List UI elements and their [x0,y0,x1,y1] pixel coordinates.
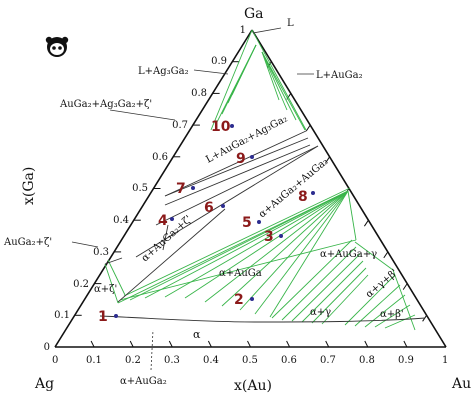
label-auga2-ag3ga2-zeta: AuGa₂+Ag₃Ga₂+ζ' [59,99,152,110]
sample-number-7: 7 [176,181,186,197]
sample-dot-8 [311,191,315,195]
bottom-tick-labels: 0 0.1 0.2 0.3 0.4 0.5 0.6 0.7 0.8 0.9 1 [52,355,448,366]
sample-number-5: 5 [242,215,252,231]
bottom-tick [247,340,251,348]
bottom-tick-label: 0.5 [242,355,258,366]
right-tick [402,283,408,290]
left-tick-label: 0.4 [113,215,129,226]
sample-dot-4 [170,217,174,221]
bottom-tick-label: 0.2 [125,355,141,366]
sample-dot-5 [257,220,261,224]
bottom-tick-label: 0.7 [320,355,336,366]
right-tick [325,156,331,164]
boundary-lines [99,130,426,323]
sample-number-3: 3 [264,229,274,245]
x-axis-label: x(Au) [234,378,272,394]
label-alpha-beta: α+β' [380,309,404,320]
vertex-ga: Ga [244,6,264,22]
sample-number-9: 9 [236,151,246,167]
sample-numbers: 1 2 3 4 5 6 7 8 9 10 [98,119,308,325]
left-tick-label: 1 [240,25,246,36]
sample-dot-6 [221,204,225,208]
sample-number-6: 6 [204,200,214,216]
right-tick [383,251,389,259]
sample-dot-1 [114,314,118,318]
axis-ticks [74,61,428,348]
right-tick [305,124,311,132]
left-tick-label: 0.8 [191,88,207,99]
label-alpha-gamma: α+γ [310,307,331,318]
leader-lines [71,27,314,371]
vertex-ag: Ag [34,376,54,392]
label-alpha-auga: α+AuGa [219,268,262,279]
sample-dot-7 [191,186,195,190]
sample-number-10: 10 [211,119,231,135]
left-tick-label: 0 [44,342,50,353]
left-tick-label: 0.2 [73,279,89,290]
sample-dot-3 [279,234,283,238]
panda-logo-icon [45,36,69,57]
label-alpha-gamma-beta: α+γ+β' [364,267,400,300]
label-alpha-auga2-bottom: α+AuGa₂ [120,376,167,387]
label-alpha-auga2-auga2: α+AuGa₂+AuGa₂ [257,156,331,220]
sample-dot-9 [250,155,254,159]
sample-number-1: 1 [98,309,108,325]
bottom-tick [207,340,212,348]
bottom-tick [129,340,134,348]
bottom-tick-label: 0.6 [281,355,297,366]
bottom-tick-label: 0.8 [359,355,375,366]
left-tick-label: 0.9 [211,56,227,67]
label-alpha-auga-gamma: α+AuGa+γ [320,249,377,260]
label-alpha: α [193,328,201,341]
left-tick-labels: 0 0.1 0.2 0.3 0.4 0.5 0.6 0.7 0.8 0.9 1 [44,25,246,353]
bottom-tick [403,340,408,348]
sample-number-4: 4 [158,213,168,229]
bottom-tick-label: 1 [442,355,448,366]
bottom-tick [325,340,330,348]
tie-lines [104,29,416,331]
left-tick-label: 0.1 [54,310,70,321]
bottom-tick-label: 0.4 [203,355,219,366]
bottom-tick-label: 0.3 [164,355,180,366]
left-tick-label: 0.6 [152,152,168,163]
bottom-tick [286,340,291,348]
right-tick [363,219,369,227]
sample-dots [114,124,315,318]
left-tick-label: 0.5 [132,183,148,194]
bottom-tick [90,340,95,348]
vertex-au: Au [451,376,471,392]
sample-number-8: 8 [298,189,308,205]
bottom-tick [364,340,369,348]
sample-dot-2 [250,297,254,301]
label-l-ag3ga2: L+Ag₃Ga₂ [138,66,189,77]
sample-dot-10 [230,124,234,128]
bottom-tick [168,340,173,348]
bottom-tick-label: 0.1 [86,355,102,366]
bottom-tick-label: 0 [52,355,58,366]
label-l: L [287,18,294,29]
sample-number-2: 2 [234,292,244,308]
bottom-tick-label: 0.9 [398,355,414,366]
left-tick-label: 0.3 [93,247,109,258]
y-axis-label: x(Ga) [21,167,37,205]
left-tick-label: 0.7 [172,120,188,131]
label-alpha-zeta: α+ζ' [94,284,117,295]
label-auga2-zeta: AuGa₂+ζ' [3,237,52,248]
label-l-auga2: L+AuGa₂ [316,70,363,81]
